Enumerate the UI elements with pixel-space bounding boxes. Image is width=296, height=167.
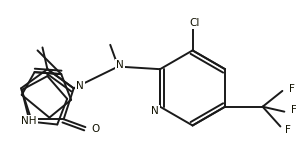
Text: N: N	[76, 81, 83, 91]
Text: F: F	[285, 125, 291, 135]
Text: N: N	[116, 60, 124, 70]
Text: N: N	[151, 106, 159, 116]
Text: NH: NH	[21, 116, 37, 126]
Text: Cl: Cl	[189, 18, 200, 28]
Text: F: F	[291, 105, 296, 115]
Text: F: F	[289, 84, 295, 94]
Text: O: O	[91, 124, 99, 134]
